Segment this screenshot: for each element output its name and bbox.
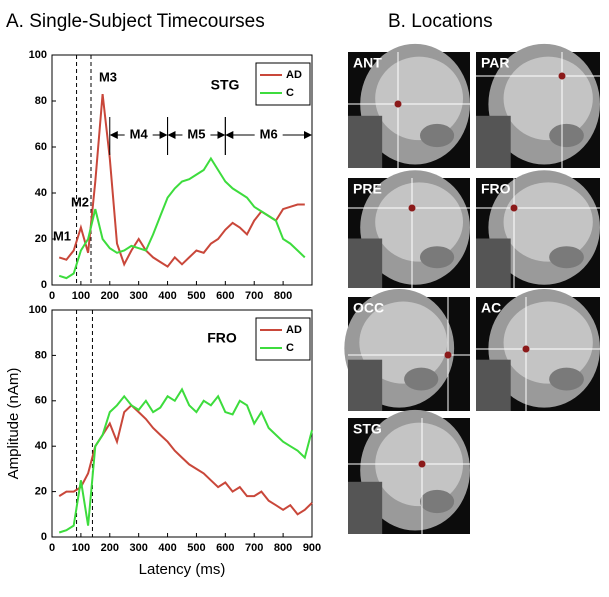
- panel-title: A. Single-Subject Timecourses: [6, 11, 265, 32]
- x-tick-label: 800: [274, 290, 292, 302]
- annotation: M3: [99, 69, 117, 84]
- mri-cerebellum: [404, 367, 439, 391]
- x-tick-label: 0: [49, 290, 55, 302]
- x-axis-label: Latency (ms): [139, 561, 226, 578]
- x-tick-label: 700: [245, 290, 263, 302]
- legend-label: AD: [286, 324, 302, 336]
- series-line: [58, 156, 306, 280]
- legend-label: C: [286, 87, 294, 99]
- chart-label: FRO: [207, 330, 237, 346]
- mri-image: FRO: [476, 170, 600, 288]
- x-tick-label: 600: [216, 290, 234, 302]
- location-label: AC: [481, 300, 501, 316]
- mri-image: AC: [476, 289, 600, 411]
- x-tick-label: 800: [274, 542, 292, 554]
- chart-label: STG: [211, 77, 240, 93]
- mri-cerebellum: [549, 246, 584, 269]
- location-dot: [558, 72, 566, 80]
- y-tick-label: 0: [41, 279, 47, 291]
- y-tick-label: 100: [29, 304, 47, 316]
- location-dot: [522, 345, 530, 353]
- location-label: FRO: [481, 181, 511, 197]
- y-axis-label: Amplitude (nAm): [5, 368, 22, 480]
- segment-label: M6: [260, 126, 278, 141]
- x-tick-label: 0: [49, 542, 55, 554]
- mri-image: ANT: [348, 43, 470, 168]
- mri-brain: [503, 56, 593, 141]
- location-dot: [408, 204, 416, 212]
- annotation: M2: [71, 194, 89, 209]
- x-tick-label: 900: [303, 542, 321, 554]
- mri-face: [476, 115, 511, 168]
- mri-image: PRE: [348, 170, 470, 288]
- x-tick-label: 100: [72, 290, 90, 302]
- location-label: PAR: [481, 55, 510, 71]
- segment-label-bg: [254, 127, 283, 143]
- mri-face: [348, 359, 383, 411]
- location-label: OCC: [353, 300, 384, 316]
- mri-image: OCC: [344, 289, 470, 411]
- x-tick-label: 200: [101, 542, 119, 554]
- mri-brain: [375, 182, 464, 262]
- segment-label-bg: [124, 127, 153, 143]
- legend-label: C: [286, 342, 294, 354]
- mri-face: [348, 481, 383, 534]
- mri-cerebellum: [419, 489, 455, 514]
- legend-box: [255, 62, 311, 106]
- segment-label: M4: [130, 126, 149, 141]
- mri-cerebellum: [419, 123, 455, 148]
- location-label: PRE: [353, 181, 382, 197]
- mri-face: [348, 115, 383, 168]
- y-tick-label: 40: [35, 187, 47, 199]
- location-dot: [510, 204, 518, 212]
- x-tick-label: 300: [129, 290, 147, 302]
- series-line: [58, 387, 313, 534]
- annotation: M1: [53, 228, 71, 243]
- location-label: STG: [353, 421, 382, 437]
- mri-cerebellum: [549, 367, 584, 391]
- y-tick-label: 20: [35, 486, 47, 498]
- mri-cerebellum: [419, 246, 455, 269]
- location-label: ANT: [353, 55, 382, 71]
- mri-face: [476, 238, 511, 288]
- x-tick-label: 200: [101, 290, 119, 302]
- location-dot: [394, 100, 402, 108]
- mri-image: PAR: [476, 43, 600, 168]
- mri-face: [476, 359, 511, 411]
- x-tick-label: 300: [129, 542, 147, 554]
- mri-face: [348, 238, 383, 288]
- panel-title: B. Locations: [388, 11, 493, 32]
- y-tick-label: 20: [35, 233, 47, 245]
- location-dot: [418, 460, 426, 468]
- mri-brain: [503, 301, 593, 384]
- mri-brain: [375, 56, 464, 141]
- y-tick-label: 60: [35, 395, 47, 407]
- x-tick-label: 100: [72, 542, 90, 554]
- x-tick-label: 500: [187, 542, 205, 554]
- y-tick-label: 60: [35, 141, 47, 153]
- legend-box: [255, 317, 311, 361]
- y-tick-label: 40: [35, 440, 47, 452]
- segment-label: M5: [187, 126, 205, 141]
- location-dot: [444, 351, 452, 359]
- x-tick-label: 700: [245, 542, 263, 554]
- x-tick-label: 400: [158, 542, 176, 554]
- legend-label: AD: [286, 69, 302, 81]
- x-tick-label: 600: [216, 542, 234, 554]
- y-tick-label: 0: [41, 531, 47, 543]
- x-tick-label: 500: [187, 290, 205, 302]
- x-tick-label: 400: [158, 290, 176, 302]
- y-tick-label: 100: [29, 49, 47, 61]
- mri-image: STG: [348, 409, 470, 534]
- mri-brain: [503, 182, 593, 262]
- segment-label-bg: [182, 127, 211, 143]
- mri-cerebellum: [549, 123, 584, 148]
- y-tick-label: 80: [35, 349, 47, 361]
- y-tick-label: 80: [35, 95, 47, 107]
